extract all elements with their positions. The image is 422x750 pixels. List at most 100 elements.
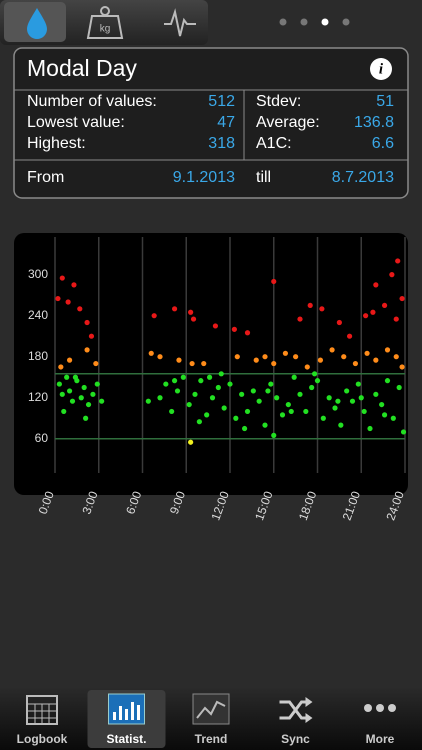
data-point: [309, 384, 315, 391]
data-point: [176, 357, 182, 363]
data-point: [145, 398, 151, 404]
data-point: [227, 381, 233, 387]
data-point: [291, 374, 297, 380]
data-point: [171, 378, 178, 384]
data-point: [361, 408, 367, 415]
tab-icon[interactable]: [279, 697, 313, 723]
data-point: [304, 364, 310, 370]
data-point: [373, 391, 379, 397]
chart-panel: [14, 233, 408, 495]
tab-icon[interactable]: [26, 695, 58, 725]
data-point: [239, 391, 245, 397]
data-point: [231, 326, 237, 332]
data-point: [288, 408, 294, 415]
data-point: [71, 282, 77, 288]
tab-icon-part: [388, 704, 396, 712]
data-point: [221, 405, 227, 411]
tab-label[interactable]: Statist.: [106, 732, 146, 746]
data-point: [320, 415, 326, 421]
page-dot: [279, 18, 287, 26]
tab-label[interactable]: More: [366, 732, 395, 746]
data-point: [396, 384, 402, 391]
data-point: [384, 378, 391, 384]
data-point: [282, 350, 289, 356]
data-point: [204, 412, 210, 418]
data-point: [83, 415, 89, 421]
data-point: [336, 319, 342, 326]
data-point: [393, 316, 399, 322]
data-point: [373, 282, 379, 288]
data-point: [390, 415, 396, 421]
panel-title: Modal Day: [27, 55, 137, 81]
y-tick-label: 240: [28, 308, 48, 322]
data-point: [393, 354, 399, 360]
data-point: [209, 395, 216, 401]
data-point: [65, 299, 71, 305]
data-point: [58, 364, 64, 370]
data-point: [399, 295, 405, 302]
tab-label[interactable]: Sync: [281, 732, 310, 746]
data-point: [244, 330, 251, 336]
data-point: [250, 388, 256, 394]
data-point: [241, 425, 248, 432]
data-point: [169, 408, 175, 415]
data-point: [190, 316, 197, 322]
data-point: [215, 384, 221, 391]
tab-icon[interactable]: [364, 704, 396, 712]
data-point: [400, 429, 407, 435]
data-point: [69, 398, 76, 404]
stat-label: Average:: [256, 114, 320, 131]
data-point: [59, 391, 65, 397]
data-point: [186, 401, 192, 408]
stat-label: A1C:: [256, 135, 292, 152]
data-point: [265, 388, 271, 394]
data-point: [66, 388, 73, 394]
data-point: [311, 371, 318, 377]
data-point: [338, 422, 344, 428]
data-point: [381, 302, 388, 309]
data-point: [303, 408, 309, 415]
stat-label: Stdev:: [256, 93, 301, 110]
data-point: [61, 408, 67, 415]
page-dot-active: [321, 18, 329, 26]
data-point: [399, 364, 405, 370]
data-point: [88, 333, 95, 339]
tab-icon[interactable]: [192, 693, 230, 725]
data-point: [64, 374, 70, 380]
drop-icon[interactable]: [27, 8, 47, 39]
tab-label[interactable]: Trend: [195, 732, 228, 746]
data-point: [174, 388, 181, 394]
stat-value: 51: [376, 93, 394, 110]
data-point: [293, 354, 299, 360]
data-point: [72, 374, 79, 380]
data-point: [268, 381, 274, 387]
data-point: [171, 306, 178, 312]
data-point: [349, 398, 356, 404]
data-point: [271, 360, 277, 367]
data-point: [93, 360, 99, 367]
data-point: [352, 360, 359, 367]
tab-icon-part: [364, 704, 372, 712]
data-point: [234, 354, 240, 360]
tab-label[interactable]: Logbook: [17, 732, 68, 746]
data-point: [358, 395, 364, 401]
stat-label: Lowest value:: [27, 114, 125, 131]
from-label: From: [27, 169, 64, 186]
tab-icon[interactable]: [108, 693, 145, 725]
data-point: [346, 333, 353, 339]
data-point: [274, 395, 280, 401]
pulse-icon[interactable]: [164, 8, 196, 37]
page-dot: [300, 18, 308, 26]
info-icon[interactable]: [370, 58, 392, 80]
data-point: [373, 357, 379, 363]
data-point: [77, 306, 83, 312]
weight-icon[interactable]: [86, 15, 124, 39]
data-point: [279, 412, 286, 418]
from-date: 9.1.2013: [173, 169, 235, 186]
data-point: [233, 415, 239, 421]
data-point: [319, 306, 325, 312]
data-point: [317, 357, 324, 363]
data-point: [355, 381, 361, 387]
data-point: [256, 398, 262, 404]
